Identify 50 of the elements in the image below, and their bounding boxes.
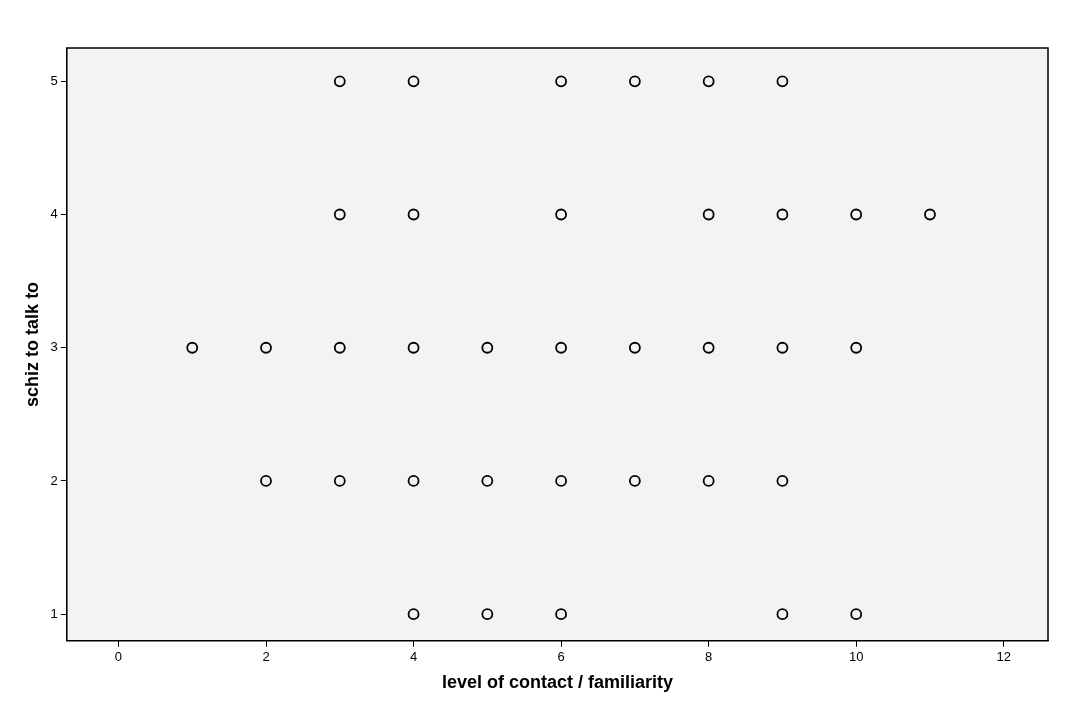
point [407, 341, 420, 354]
point [407, 475, 420, 487]
x-tick-label: 4 [409, 649, 418, 665]
point [924, 208, 936, 221]
point [702, 341, 715, 354]
point [850, 341, 863, 354]
x-tick-label: 2 [262, 649, 270, 665]
x-tick-label: 0 [114, 649, 123, 665]
point [555, 208, 567, 221]
point [407, 208, 420, 221]
point [407, 608, 420, 621]
y-tick-label: 5 [50, 72, 58, 88]
point [260, 475, 272, 487]
point [260, 341, 272, 354]
point [850, 208, 863, 221]
point [333, 75, 346, 88]
point [333, 208, 346, 221]
x-tick-label: 6 [557, 649, 565, 665]
x-tick-label: 8 [705, 649, 713, 665]
point [776, 608, 789, 621]
point [776, 341, 789, 354]
x-tick-label: 10 [848, 649, 864, 665]
y-tick-label: 1 [50, 605, 58, 621]
point [333, 475, 346, 487]
point [186, 341, 199, 354]
y-tick-label: 4 [50, 206, 58, 222]
point [407, 75, 420, 88]
point [555, 608, 567, 621]
point [850, 608, 863, 621]
point [555, 341, 567, 354]
x-tick-label: 12 [996, 649, 1011, 665]
point [333, 341, 346, 354]
point [776, 208, 789, 221]
point [776, 75, 789, 88]
point [481, 341, 494, 354]
point [481, 608, 494, 621]
point [555, 475, 567, 487]
point [702, 208, 715, 221]
point [628, 475, 641, 487]
point [555, 75, 567, 88]
y-axis-title: schiz to talk to [21, 281, 42, 407]
point [702, 75, 715, 88]
point [628, 75, 641, 88]
point [776, 475, 789, 487]
x-axis-title: level of contact / familiarity [441, 672, 673, 693]
point [481, 475, 494, 487]
y-tick-label: 3 [50, 339, 58, 355]
y-tick-label: 2 [50, 472, 58, 488]
point [628, 341, 641, 354]
point [702, 475, 715, 487]
